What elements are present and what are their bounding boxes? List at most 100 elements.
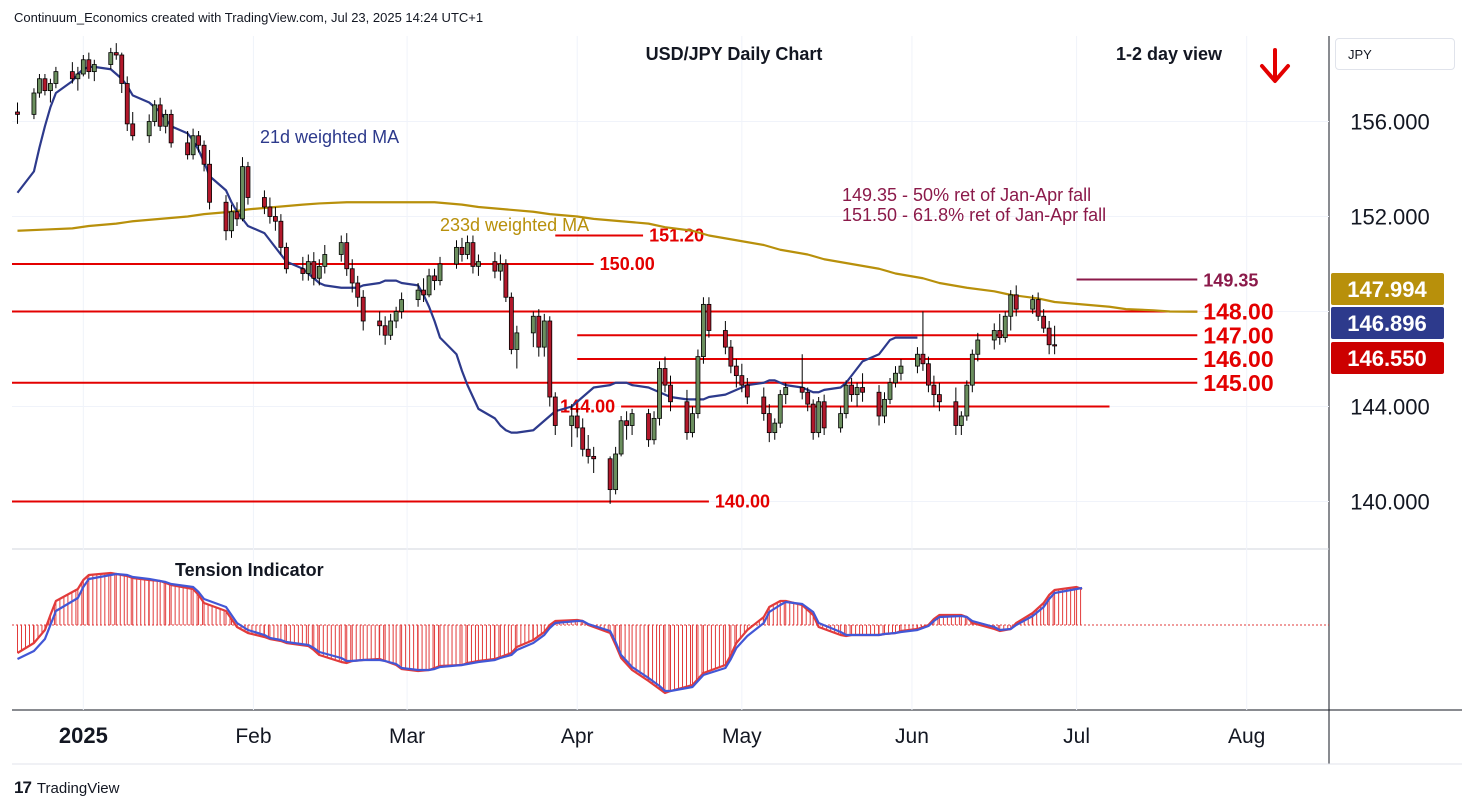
candle-body <box>624 420 629 426</box>
price-tick-label: 140.000 <box>1350 490 1430 515</box>
candle-body <box>690 413 695 434</box>
candle-body <box>854 387 860 396</box>
candle-body <box>344 242 350 270</box>
candle-body <box>821 401 827 429</box>
candle-body <box>838 413 844 429</box>
time-tick-label: Apr <box>561 725 594 748</box>
candle-body <box>465 242 470 255</box>
candle-body <box>190 135 196 156</box>
time-tick-label: Jul <box>1063 725 1090 748</box>
retracement-label: 149.35 <box>1203 270 1258 290</box>
candle-body <box>75 73 81 80</box>
candle-body <box>915 353 920 367</box>
candle-body <box>421 289 426 296</box>
candle-body <box>514 332 520 350</box>
level-label: 150.00 <box>600 254 655 274</box>
candle-body <box>607 458 613 491</box>
grid <box>12 36 1329 710</box>
candle-body <box>245 166 251 198</box>
candle-body <box>338 242 344 255</box>
candle-body <box>964 384 970 417</box>
candle-body <box>860 387 865 393</box>
candle-body <box>1030 299 1036 310</box>
support-resistance-levels: 151.20150.00148.00147.00146.00145.00144.… <box>12 226 1274 512</box>
candle-body <box>262 197 267 208</box>
candle-body <box>926 363 931 386</box>
candles <box>15 43 1058 504</box>
candle-body <box>816 401 822 434</box>
candle-body <box>969 353 975 386</box>
candle-body <box>508 296 514 350</box>
candle-body <box>316 265 322 279</box>
candle-body <box>744 384 750 398</box>
price-unit-selector[interactable]: JPY <box>1335 38 1455 70</box>
level-label: 148.00 <box>1203 299 1273 325</box>
candle-body <box>668 384 673 403</box>
candle-body <box>476 261 481 267</box>
candle-body <box>53 71 59 84</box>
candle-body <box>207 163 212 203</box>
candle-body <box>388 320 394 336</box>
candle-body <box>739 375 745 386</box>
candle-body <box>355 282 361 298</box>
candle-body <box>1046 327 1052 346</box>
chart-attribution: Continuum_Economics created with Trading… <box>14 10 484 25</box>
candle-body <box>1035 299 1041 317</box>
candle-body <box>684 401 690 434</box>
candle-body <box>618 420 624 455</box>
price-tick-label: 152.000 <box>1350 205 1430 230</box>
candle-body <box>585 448 591 457</box>
candle-body <box>722 330 728 348</box>
candle-body <box>267 206 273 217</box>
candle-body <box>377 320 383 327</box>
candle-body <box>843 384 849 415</box>
candle-body <box>991 330 997 341</box>
candle-body <box>196 135 201 146</box>
candle-body <box>91 64 97 73</box>
retracement-50-note: 149.35 - 50% ret of Jan-Apr fall <box>842 185 1091 205</box>
candle-body <box>113 52 119 56</box>
time-tick-label: 2025 <box>59 723 108 748</box>
price-unit-label: JPY <box>1348 47 1372 62</box>
candle-body <box>157 104 163 127</box>
candle-body <box>728 346 734 367</box>
candle-body <box>415 289 421 301</box>
price-badges: 147.994 146.896 146.550 <box>1331 273 1444 374</box>
ma21-label: 21d weighted MA <box>260 127 399 147</box>
candle-body <box>733 365 739 377</box>
candle-body <box>42 78 48 92</box>
candle-body <box>278 220 284 248</box>
tension-indicator-label: Tension Indicator <box>175 560 324 580</box>
candle-body <box>437 263 443 282</box>
candle-body <box>454 246 459 265</box>
candle-body <box>119 54 125 84</box>
candle-body <box>574 415 580 429</box>
candle-body <box>240 166 245 220</box>
candle-body <box>766 413 772 434</box>
candle-body <box>234 211 240 220</box>
candle-body <box>86 59 92 73</box>
candle-body <box>163 113 169 127</box>
candle-body <box>15 111 20 115</box>
candle-body <box>541 320 547 348</box>
candle-body <box>124 83 130 125</box>
candle-body <box>701 303 706 358</box>
candle-body <box>1041 315 1047 329</box>
time-tick-label: Feb <box>235 725 271 748</box>
time-axis: 2025 Feb Mar Apr May Jun Jul Aug <box>59 723 1266 748</box>
candle-body <box>300 268 306 274</box>
candle-body <box>882 398 887 417</box>
candle-body <box>1002 315 1008 339</box>
candle-body <box>492 261 498 272</box>
candle-body <box>695 356 701 415</box>
candle-body <box>580 427 586 450</box>
candle-body <box>777 394 783 424</box>
level-label: 147.00 <box>1203 322 1273 348</box>
candle-body <box>547 320 553 398</box>
candle-body <box>503 263 509 298</box>
candle-body <box>893 372 898 384</box>
candle-body <box>399 299 405 312</box>
candle-body <box>152 104 158 122</box>
candle-body <box>876 391 882 417</box>
